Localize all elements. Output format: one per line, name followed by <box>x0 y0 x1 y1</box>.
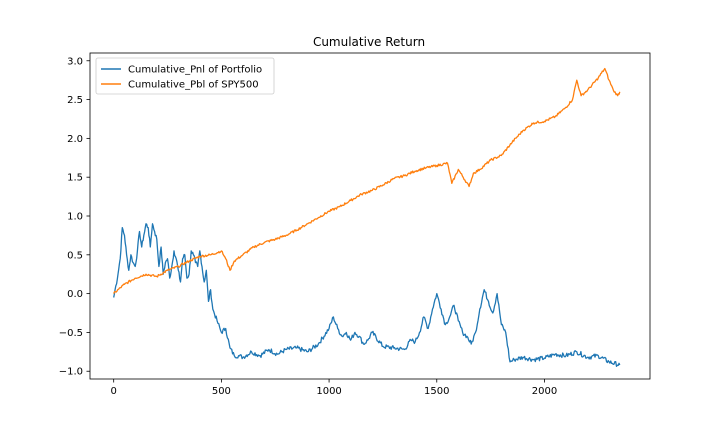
y-tick-label: 3.0 <box>67 56 83 67</box>
y-tick-label: 1.0 <box>67 212 83 223</box>
legend-label-1: Cumulative_Pbl of SPY500 <box>128 80 259 91</box>
legend-box <box>95 57 275 95</box>
y-tick-label: −1.0 <box>59 367 83 378</box>
legend: Cumulative_Pnl of Portfolio Cumulative_Pb… <box>95 57 275 95</box>
x-tick-label: 2000 <box>532 386 557 397</box>
y-tick-label: 2.0 <box>67 134 83 145</box>
chart-title: Cumulative Return <box>313 35 425 49</box>
x-tick-label: 1000 <box>316 386 341 397</box>
y-tick-label: 0.0 <box>67 289 83 300</box>
plot-lines <box>113 67 621 368</box>
legend-label-0: Cumulative_Pnl of Portfolio <box>128 65 262 76</box>
axes: 0 500 1000 1500 2000 −1.0 −0.5 0.0 0.5 1.0 1.5 2.0 2… <box>59 56 557 397</box>
x-tick-label: 500 <box>212 386 231 397</box>
y-tick-label: 2.5 <box>67 95 83 106</box>
y-tick-label: 0.5 <box>67 250 83 261</box>
plot-frame <box>89 52 651 380</box>
y-tick-label: −0.5 <box>59 328 83 339</box>
series-line-0 <box>113 223 621 368</box>
series-line-1 <box>113 67 621 294</box>
y-tick-label: 1.5 <box>67 173 83 184</box>
x-tick-label: 0 <box>111 386 117 397</box>
x-tick-label: 1500 <box>424 386 449 397</box>
